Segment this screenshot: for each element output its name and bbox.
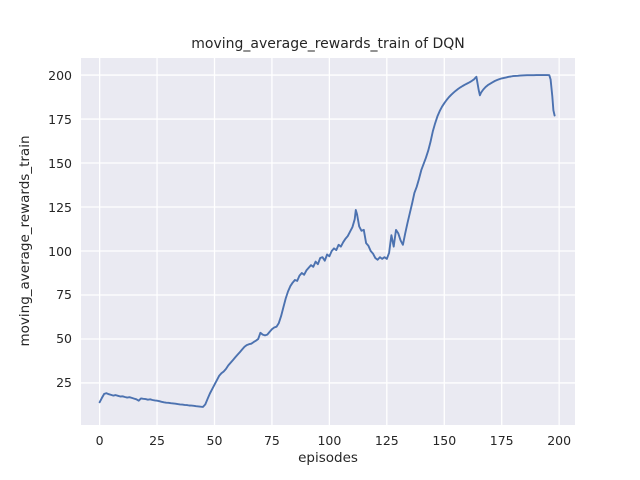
chart-title: moving_average_rewards_train of DQN — [191, 36, 465, 52]
y-tick-label: 175 — [48, 111, 72, 127]
x-tick-label: 125 — [374, 433, 399, 448]
y-tick-label: 25 — [56, 375, 72, 391]
x-tick-label: 75 — [263, 433, 280, 448]
x-tick-label: 200 — [547, 433, 572, 448]
line-chart-svg — [81, 58, 575, 425]
y-tick-label: 100 — [48, 243, 72, 259]
y-tick-label: 50 — [56, 331, 72, 347]
y-tick-label: 150 — [48, 155, 72, 171]
plot-background — [81, 58, 575, 425]
x-tick-label: 175 — [489, 433, 514, 448]
x-tick-label: 100 — [317, 433, 342, 448]
x-tick-label: 0 — [95, 433, 104, 448]
series-line — [98, 74, 556, 408]
y-tick-label: 125 — [48, 199, 72, 215]
y-tick-label: 75 — [56, 287, 72, 303]
plot-area — [81, 58, 575, 425]
x-tick-label: 50 — [206, 433, 223, 448]
x-axis-label: episodes — [298, 450, 358, 466]
x-tick-label: 25 — [149, 433, 165, 448]
x-tick-label: 150 — [432, 433, 457, 448]
y-tick-label: 200 — [48, 67, 72, 83]
